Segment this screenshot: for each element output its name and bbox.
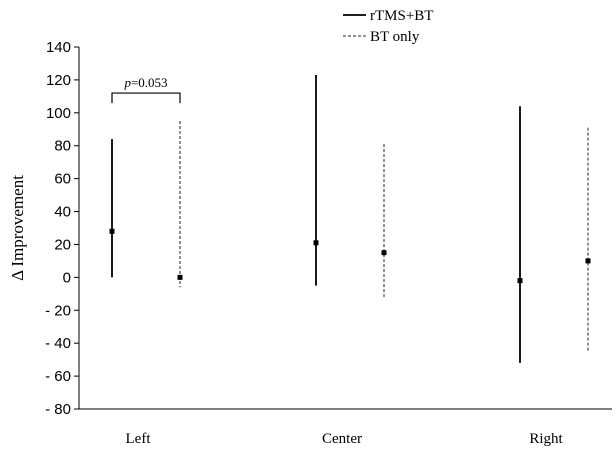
legend-label: rTMS+BT [370,8,433,24]
y-tick-label: 120 [46,72,71,89]
y-tick-label: 0 [63,269,71,286]
y-axis-label: Δ Improvement [8,175,27,281]
significance-label: p=0.053 [123,75,167,90]
data-point [177,274,183,280]
y-axis: 140 120 100 80 60 40 20 0 - 20 - 40 - 60 - 80 Δ Impr… [8,39,80,418]
y-tick-label: 20 [54,236,71,253]
data-point [109,228,115,234]
series-2 [177,121,591,352]
data-point [313,240,319,246]
x-tick-label: Center [322,431,362,447]
legend: rTMS+BT BT only [343,8,433,45]
x-tick-label: Right [529,431,563,447]
series-1 [109,74,523,363]
y-tick-label: - 60 [45,368,71,385]
x-tick-label: Left [126,431,152,447]
data-point [381,250,387,256]
y-tick-label: - 80 [45,401,71,418]
y-tick-label: - 40 [45,335,71,352]
y-tick-label: 40 [54,204,71,221]
y-tick-label: 100 [46,105,71,122]
data-point [585,258,591,264]
series-layer [109,74,591,363]
y-tick-label: 80 [54,138,71,155]
legend-label: BT only [370,29,420,45]
x-axis: Left Center Right [79,408,612,447]
y-tick-label: 60 [54,171,71,188]
y-tick-label: - 20 [45,302,71,319]
data-point [517,278,523,284]
y-tick-label: 140 [46,39,71,56]
significance-bracket [111,92,181,104]
annotation-layer: p=0.053 [111,75,181,104]
